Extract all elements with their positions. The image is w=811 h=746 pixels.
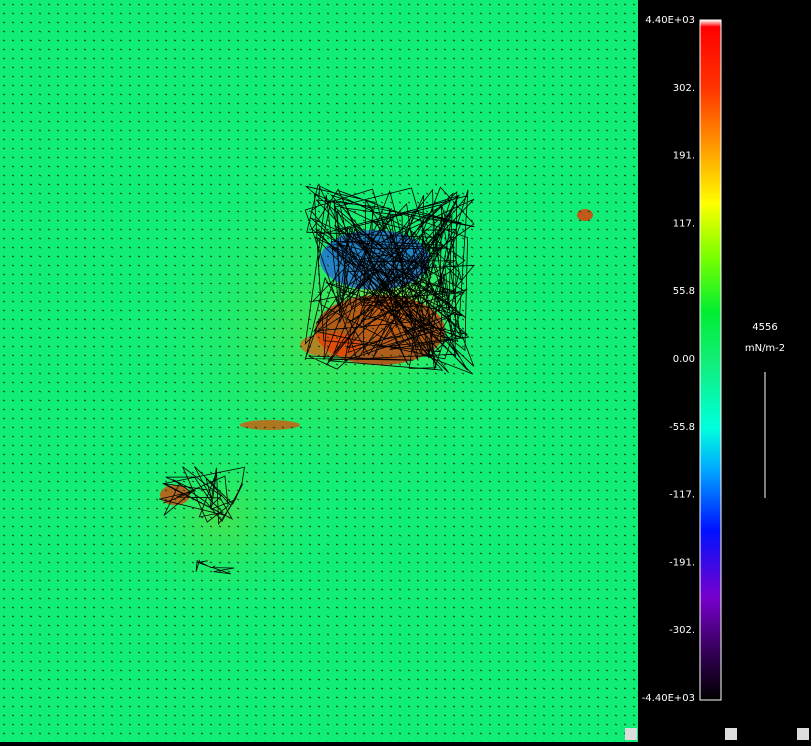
colorbar-tick-label: 191. <box>673 151 695 162</box>
vector-arrows <box>195 559 235 575</box>
vector-scale-unit: mN/m-2 <box>745 343 785 354</box>
colorbar-tick-label: 55.8 <box>673 286 695 297</box>
colorbar-tick-label: -55.8 <box>669 422 695 433</box>
resize-handle[interactable] <box>725 728 737 740</box>
vector-arrows <box>304 184 475 375</box>
colorbar-tick-label: -4.40E+03 <box>642 693 695 704</box>
colorbar-tick-label: 117. <box>673 218 695 229</box>
colorbar-ticks: 4.40E+03 302. 191. 117. 55.8 0.00 -55.8 -117. -1… <box>642 15 695 704</box>
colorbar-tick-label: 4.40E+03 <box>645 15 695 26</box>
colorbar <box>699 19 722 701</box>
resize-handle[interactable] <box>797 728 809 740</box>
colorbar-tick-label: 302. <box>673 83 695 94</box>
resize-handle[interactable] <box>625 728 637 740</box>
vector-scale-value: 4556 <box>752 322 777 333</box>
colorbar-tick-label: -117. <box>669 490 695 501</box>
field-map <box>0 0 638 742</box>
colorbar-tick-label: -191. <box>669 557 695 568</box>
colorbar-tick-label: 0.00 <box>673 354 695 365</box>
colorbar-tick-label: -302. <box>669 625 695 636</box>
side-panel <box>638 0 811 742</box>
vector-arrows <box>159 466 245 526</box>
